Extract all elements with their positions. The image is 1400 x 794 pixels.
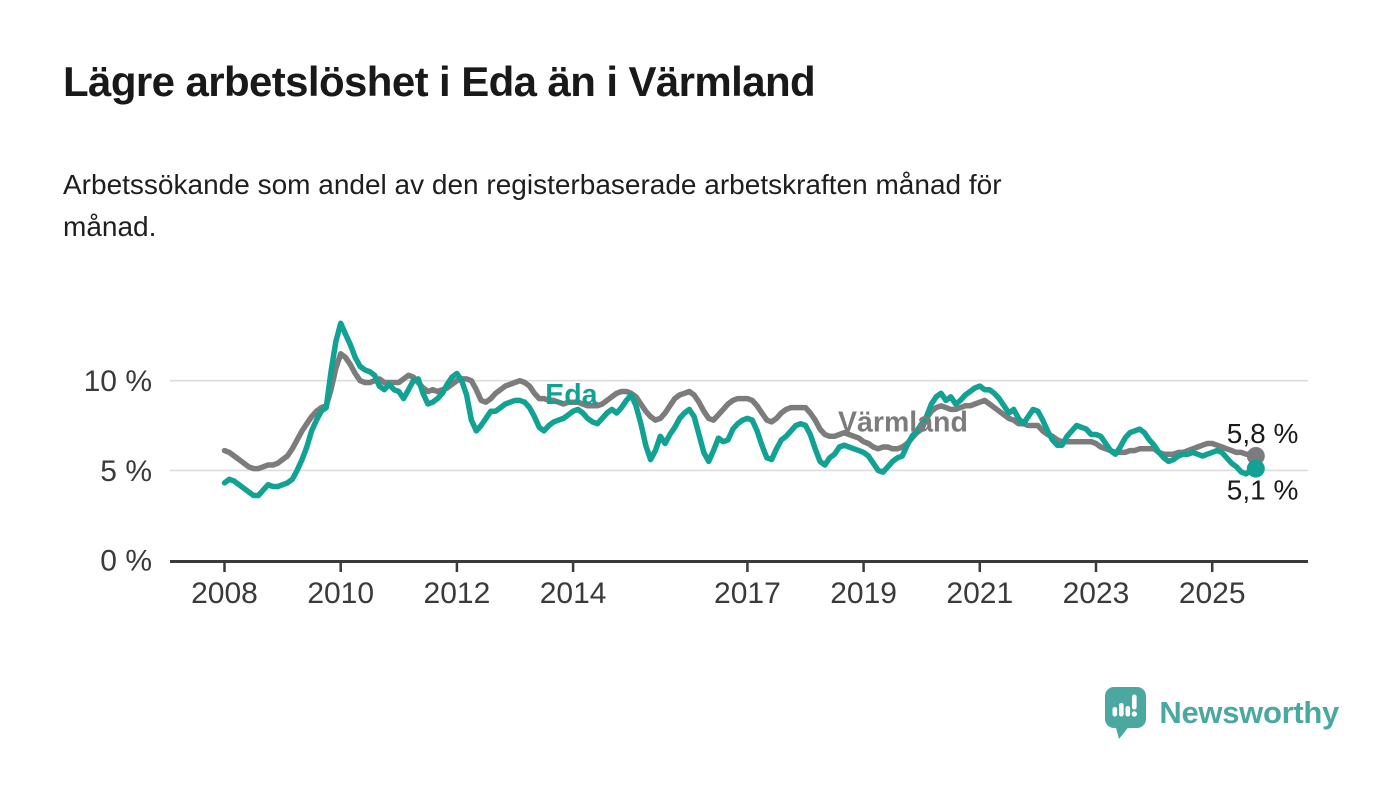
x-tick-label: 2023 (1063, 577, 1130, 610)
brand-name: Newsworthy (1159, 695, 1339, 730)
y-axis-labels: 0 % 5 % 10 % (84, 365, 152, 577)
x-axis: 2008 2010 2012 2014 2017 2019 2021 2023 2025 (170, 560, 1308, 610)
series-label-värmland: Värmland (838, 407, 968, 439)
x-tick-label: 2025 (1179, 577, 1246, 610)
x-tick-label: 2012 (424, 577, 491, 610)
series-label-eda: Eda (545, 379, 598, 411)
y-tick-label: 0 % (100, 545, 152, 578)
subtitle-line-1: Arbetssökande som andel av den registerb… (63, 169, 1002, 200)
y-tick-label: 10 % (84, 365, 152, 398)
chart-title: Lägre arbetslöshet i Eda än i Värmland (63, 58, 816, 105)
logo-exclamation-dot (1131, 710, 1138, 717)
newsworthy-logo-icon (1105, 686, 1147, 739)
x-tick-label: 2017 (714, 577, 781, 610)
series-end-dots (1246, 447, 1265, 478)
logo-bar-1 (1112, 706, 1118, 716)
logo-bar-2 (1119, 702, 1124, 716)
x-tick-label: 2010 (307, 577, 374, 610)
logo-exclamation-bar (1132, 694, 1137, 709)
series-lines (221, 320, 1259, 499)
end-value-label: 5,8 % (1227, 418, 1299, 449)
series-line-värmland (221, 351, 1259, 472)
subtitle-line-2: månad. (63, 211, 157, 242)
end-value-label: 5,1 % (1227, 475, 1299, 506)
chart-subtitle: Arbetssökande som andel av den registerb… (63, 164, 1002, 248)
series-line-eda (221, 320, 1259, 499)
brand-footer: Newsworthy (1105, 686, 1339, 740)
x-tick-label: 2014 (540, 577, 607, 610)
y-tick-label: 5 % (100, 455, 152, 488)
series-labels: Eda Värmland (545, 379, 968, 439)
logo-bubble-tail (1115, 723, 1132, 739)
x-tick-label: 2019 (830, 577, 897, 610)
end-value-labels: 5,8 % 5,1 % (1227, 418, 1299, 506)
series-end-dot-värmland (1246, 447, 1265, 465)
x-tick-label: 2008 (191, 577, 258, 610)
logo-bar-3 (1125, 705, 1131, 716)
logo-bubble (1105, 686, 1147, 728)
series-end-dot-eda (1246, 459, 1265, 478)
x-tick-label: 2021 (946, 577, 1013, 610)
